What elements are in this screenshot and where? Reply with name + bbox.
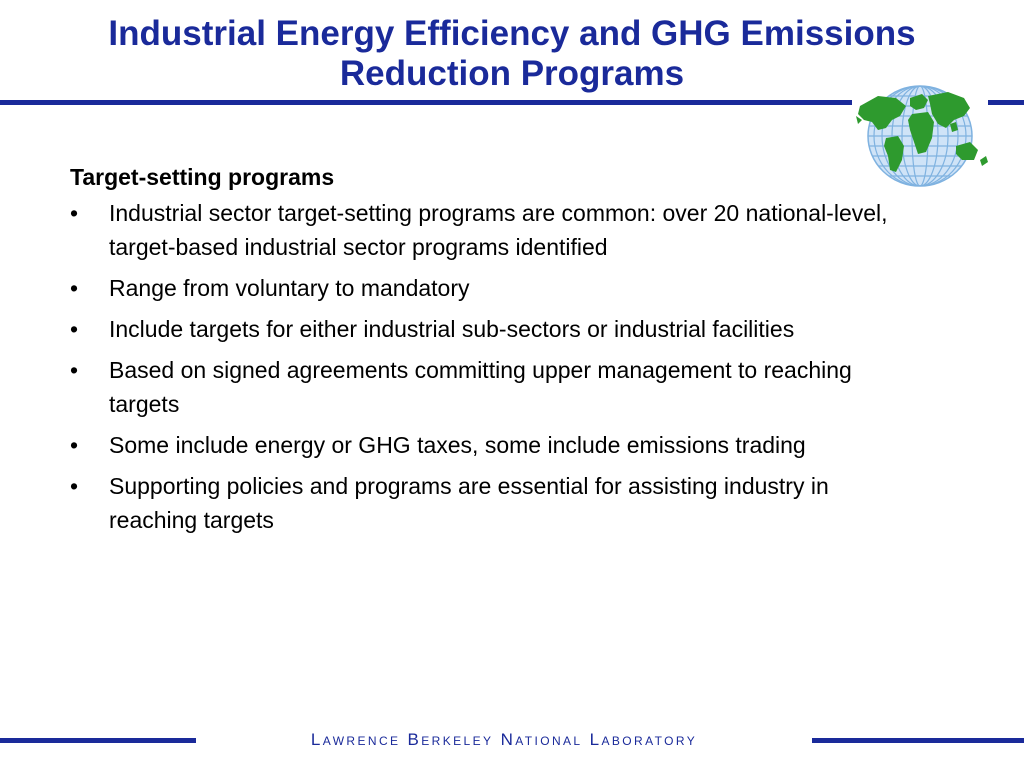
bullet-list: • Industrial sector target-setting progr… xyxy=(70,196,900,537)
header-rule-left xyxy=(0,100,852,105)
bullet-text: Some include energy or GHG taxes, some i… xyxy=(109,432,806,458)
bullet-text: Range from voluntary to mandatory xyxy=(109,275,470,301)
header-rule-right xyxy=(988,100,1024,105)
bullet-item: • Supporting policies and programs are e… xyxy=(70,469,900,537)
slide-body: Target-setting programs • Industrial sec… xyxy=(70,160,900,544)
bullet-item: • Industrial sector target-setting progr… xyxy=(70,196,900,264)
bullet-item: • Some include energy or GHG taxes, some… xyxy=(70,428,900,462)
globe-logo xyxy=(852,76,992,192)
footer-rule-left xyxy=(0,738,196,743)
slide-title: Industrial Energy Efficiency and GHG Emi… xyxy=(20,14,1004,94)
slide-title-line-2: Reduction Programs xyxy=(339,54,685,93)
bullet-dot-icon: • xyxy=(70,316,79,342)
bullet-text: Industrial sector target-setting program… xyxy=(109,200,888,260)
bullet-dot-icon: • xyxy=(70,200,79,226)
globe-icon xyxy=(856,85,988,187)
footer-rule-right xyxy=(812,738,1024,743)
bullet-dot-icon: • xyxy=(70,357,79,383)
bullet-item: • Based on signed agreements committing … xyxy=(70,353,900,421)
bullet-text: Supporting policies and programs are ess… xyxy=(109,473,829,533)
slide-title-line-1: Industrial Energy Efficiency and GHG Emi… xyxy=(108,14,916,53)
bullet-dot-icon: • xyxy=(70,473,79,499)
bullet-dot-icon: • xyxy=(70,275,79,301)
bullet-dot-icon: • xyxy=(70,432,79,458)
section-heading: Target-setting programs xyxy=(70,164,335,190)
bullet-text: Include targets for either industrial su… xyxy=(109,316,795,342)
bullet-item: • Range from voluntary to mandatory xyxy=(70,271,900,305)
bullet-item: • Include targets for either industrial … xyxy=(70,312,900,346)
bullet-text: Based on signed agreements committing up… xyxy=(109,357,852,417)
footer-lab-name: Lawrence Berkeley National Laboratory xyxy=(310,730,698,749)
